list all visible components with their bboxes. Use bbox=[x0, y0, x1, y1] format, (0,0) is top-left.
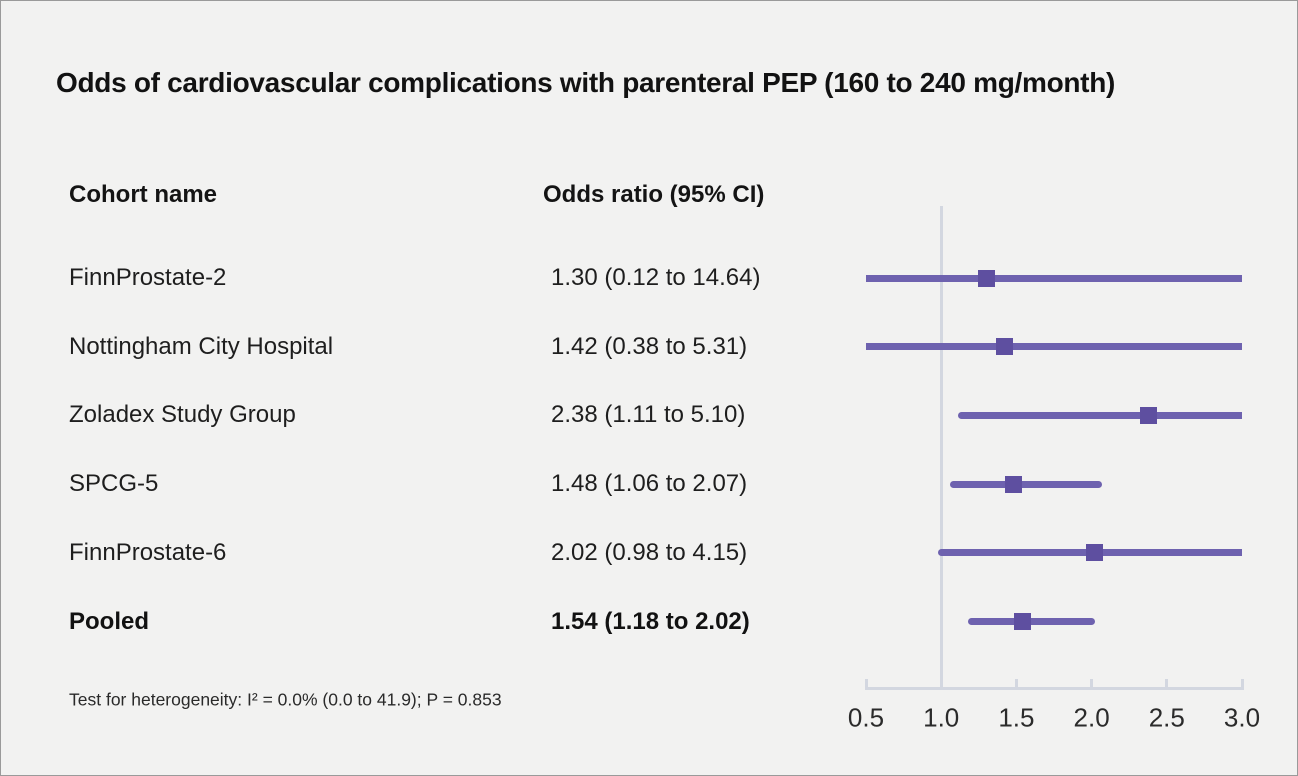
or-value: 2.02 (0.98 to 4.15) bbox=[551, 538, 748, 566]
cohort-label: SPCG-5 bbox=[69, 470, 159, 498]
x-axis-tick-label: 0.5 bbox=[847, 702, 885, 733]
column-header-odds-ratio: Odds ratio (95% CI) bbox=[543, 181, 765, 208]
x-axis-tick bbox=[1014, 679, 1018, 687]
cohort-label: FinnProstate-2 bbox=[69, 264, 227, 291]
reference-line bbox=[939, 206, 943, 689]
x-axis-tick bbox=[939, 679, 943, 687]
x-axis-tick-label: 2.5 bbox=[1148, 702, 1185, 733]
or-value: 1.54 (1.18 to 2.02) bbox=[551, 607, 750, 635]
or-marker bbox=[977, 269, 995, 287]
column-header-cohort: Cohort name bbox=[69, 181, 218, 208]
x-axis-tick-label: 1.5 bbox=[998, 702, 1035, 733]
ci-line bbox=[866, 343, 1242, 351]
or-marker bbox=[1140, 406, 1158, 424]
or-value: 1.48 (1.06 to 2.07) bbox=[551, 470, 748, 498]
ci-line bbox=[866, 274, 1242, 282]
or-marker bbox=[995, 338, 1013, 356]
cohort-label: FinnProstate-6 bbox=[69, 538, 227, 566]
chart-title: Odds of cardiovascular complications wit… bbox=[56, 67, 1116, 98]
ci-line bbox=[950, 480, 1103, 488]
x-axis-tick bbox=[1240, 679, 1244, 687]
x-axis-tick bbox=[1090, 679, 1094, 687]
x-axis-line bbox=[864, 687, 1244, 690]
or-value: 1.42 (0.38 to 5.31) bbox=[551, 332, 748, 360]
x-axis-tick bbox=[1165, 679, 1169, 687]
or-value: 1.30 (0.12 to 14.64) bbox=[551, 264, 761, 291]
x-axis-tick bbox=[864, 679, 868, 687]
cohort-label: Zoladex Study Group bbox=[69, 401, 296, 429]
or-marker bbox=[1086, 544, 1104, 562]
x-axis-tick-label: 3.0 bbox=[1223, 702, 1261, 733]
ci-line bbox=[957, 411, 1242, 419]
cohort-label: Nottingham City Hospital bbox=[69, 332, 334, 360]
or-marker bbox=[1013, 613, 1031, 630]
ci-line bbox=[968, 618, 1095, 625]
x-axis-tick-label: 2.0 bbox=[1073, 702, 1110, 733]
heterogeneity-footnote: Test for heterogeneity: I² = 0.0% (0.0 t… bbox=[69, 689, 502, 710]
or-marker bbox=[1004, 475, 1022, 493]
x-axis-tick-label: 1.0 bbox=[923, 702, 960, 733]
or-value: 2.38 (1.11 to 5.10) bbox=[551, 401, 746, 429]
cohort-label: Pooled bbox=[69, 607, 150, 635]
